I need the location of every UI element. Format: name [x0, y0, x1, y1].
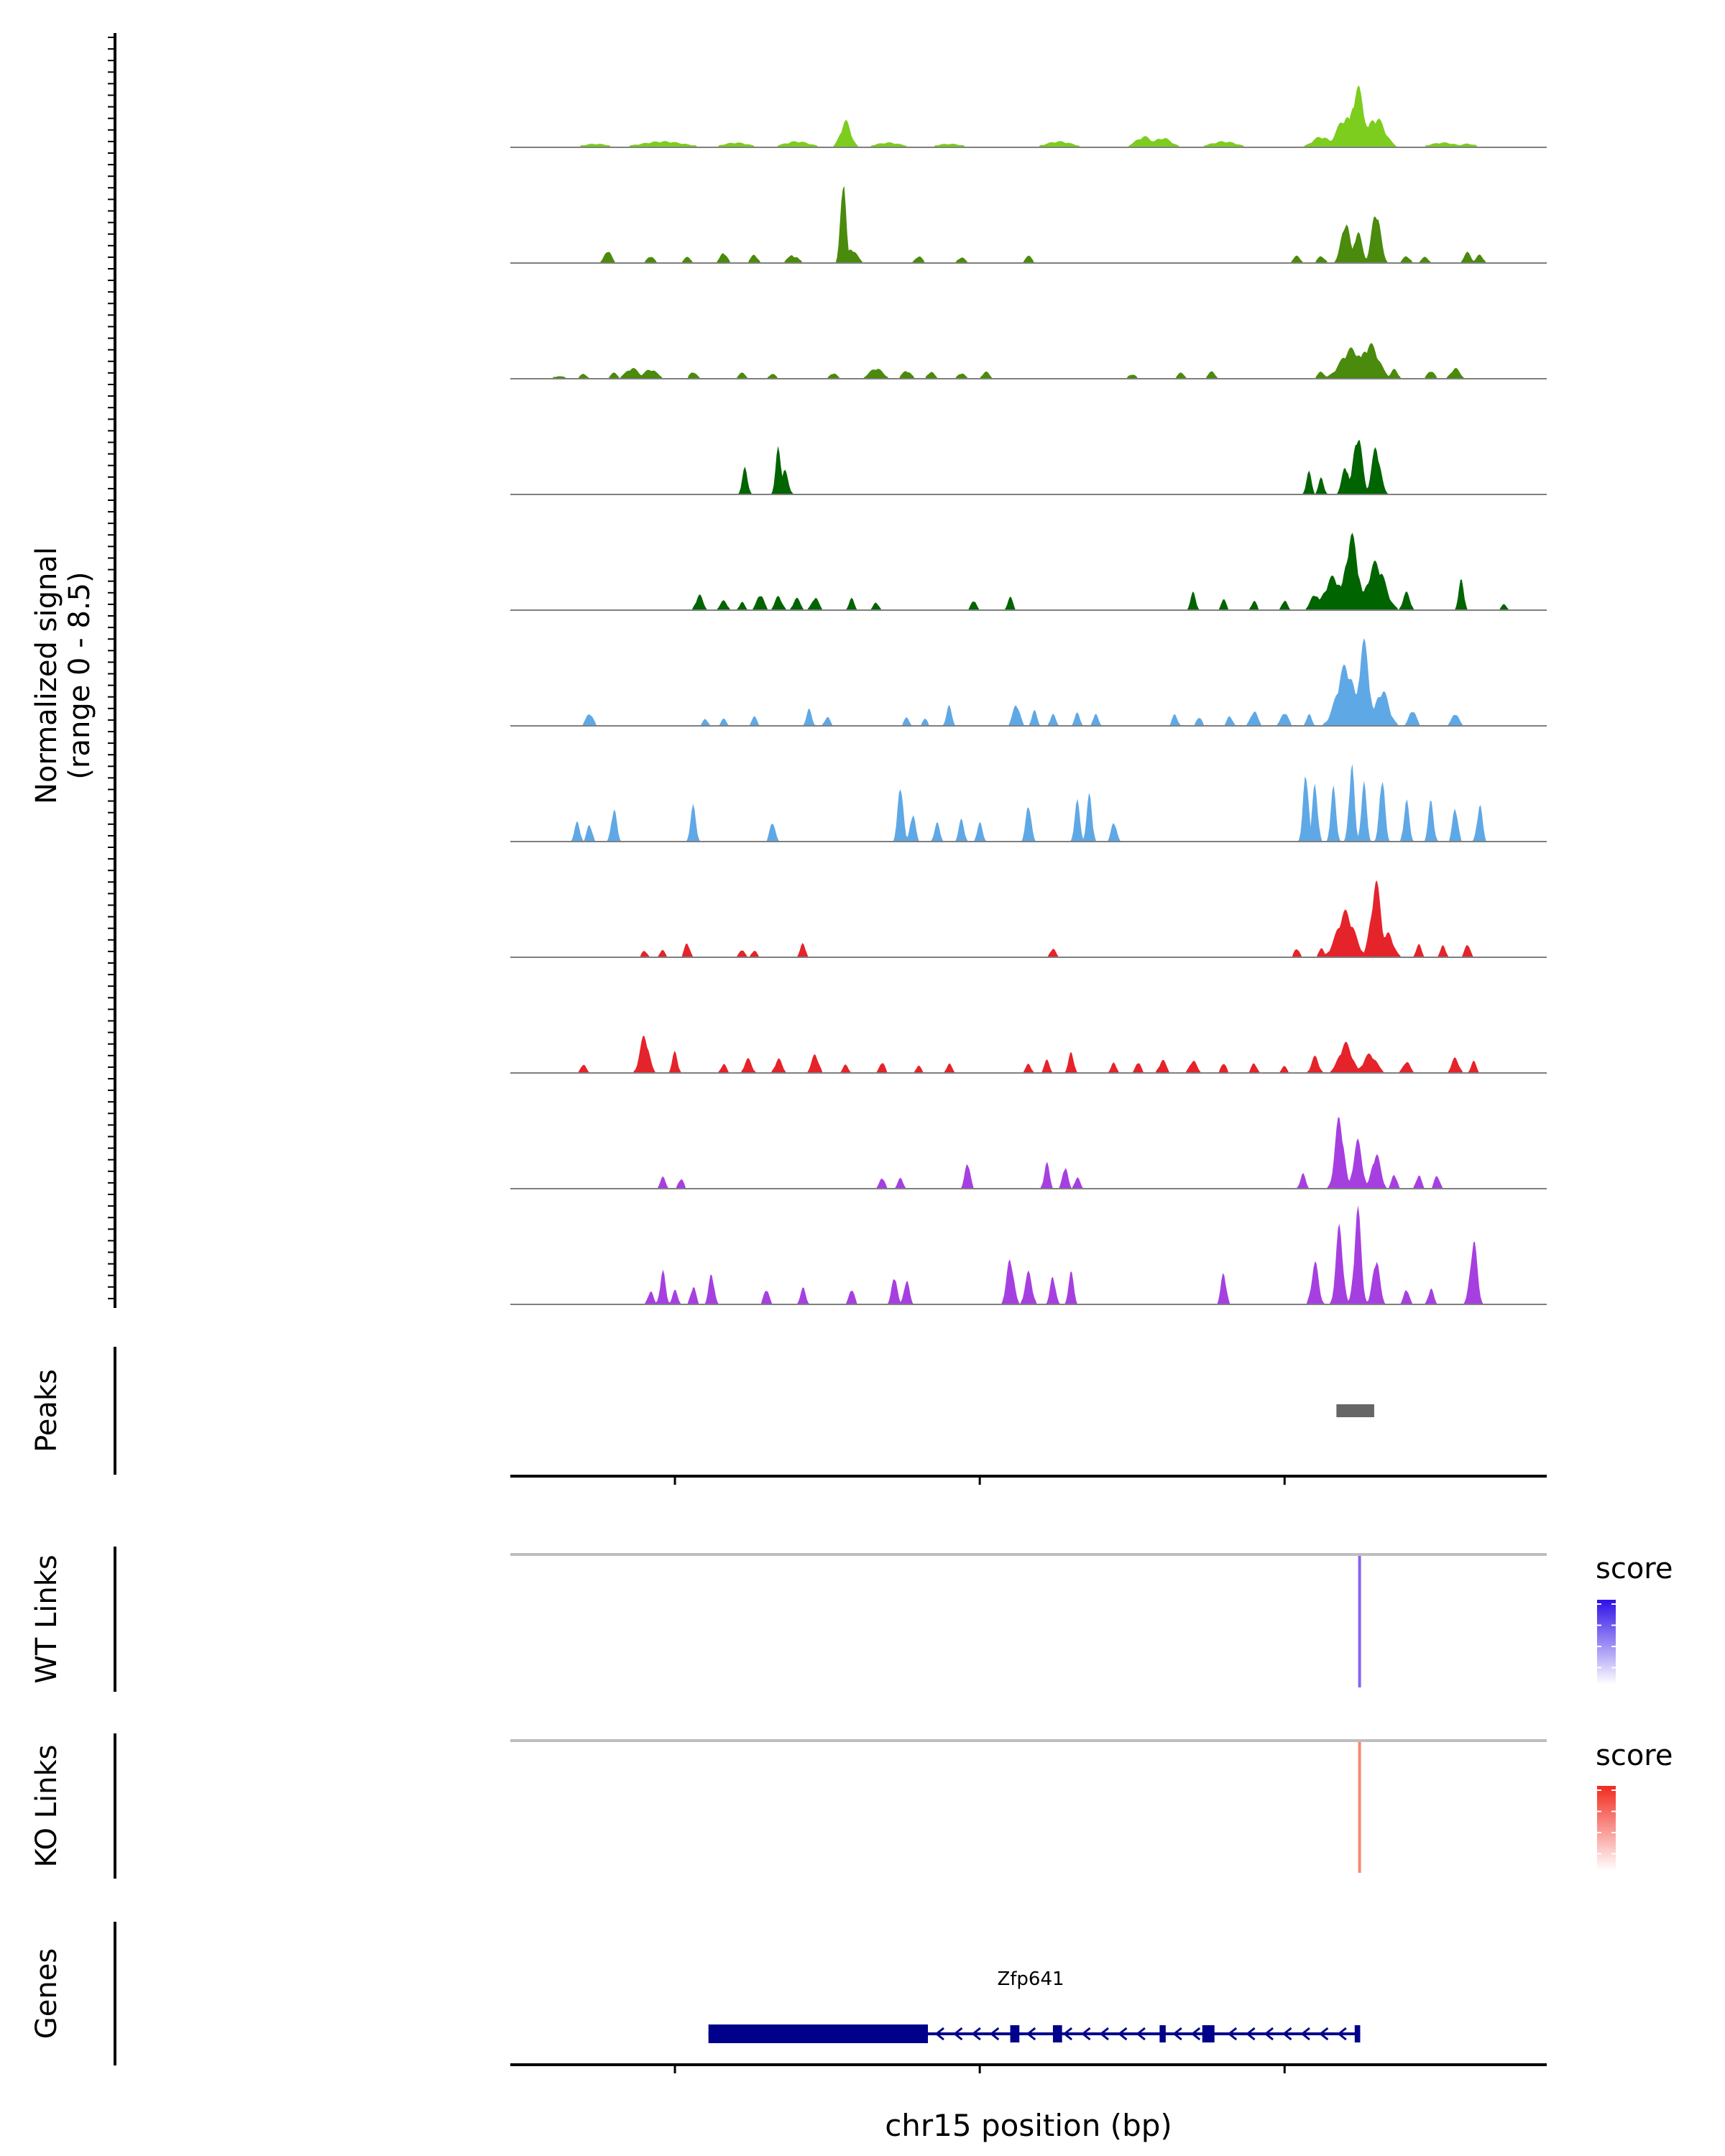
- coverage-y-ticks: [108, 37, 115, 1299]
- wt-legend-title: score: [1596, 1552, 1673, 1585]
- coverage-track-wt-dpp4-papillary: [510, 185, 1547, 264]
- coverage-track-wt-lef1-papillary: [510, 85, 1547, 148]
- coverage-area: [510, 440, 1547, 494]
- peaks-x-ticks: [673, 1476, 1286, 1485]
- gene-exon: [1052, 2025, 1062, 2042]
- peaks-panel: Peaks: [30, 1347, 1547, 1485]
- coverage-track-cko-tagln-papillary: [510, 533, 1547, 611]
- strand-arrow: [1318, 2027, 1329, 2041]
- coverage-track-cko-dlk1-reticular: [510, 1036, 1547, 1074]
- strand-arrow: [1099, 2027, 1109, 2041]
- coverage-area: [510, 1117, 1547, 1189]
- ko-links-legend: score: [1596, 1739, 1673, 1876]
- coverage-area: [510, 85, 1547, 147]
- ko-links-panel: KO Links score: [30, 1733, 1673, 1879]
- strand-arrow: [1062, 2027, 1073, 2041]
- wt-links-legend: score: [1596, 1552, 1673, 1690]
- coverage-area: [510, 185, 1547, 263]
- coverage-tracks: [510, 85, 1547, 1305]
- coverage-track-wt-inhba-dermal-papilla: [510, 637, 1547, 727]
- gene-exon: [1354, 2025, 1361, 2042]
- strand-arrow: [934, 2027, 944, 2041]
- strand-arrow: [1136, 2027, 1146, 2041]
- wt-links-panel: WT Links score: [30, 1547, 1673, 1692]
- genes-label: Genes: [30, 1948, 63, 2039]
- gene-name-label: Zfp641: [997, 1968, 1064, 1990]
- coverage-panel: Normalized signal (range 0 - 8.5): [30, 33, 1547, 1308]
- strand-arrow: [1282, 2027, 1292, 2041]
- coverage-area: [510, 637, 1547, 726]
- strand-arrow: [1081, 2027, 1091, 2041]
- gene-exon: [1202, 2025, 1215, 2042]
- gene-exon: [708, 2024, 929, 2043]
- coverage-area: [510, 763, 1547, 842]
- gene-exon: [1159, 2025, 1166, 2042]
- ko-links-label: KO Links: [30, 1745, 63, 1868]
- coverage-track-cko-inhba-dermal-papilla: [510, 763, 1547, 842]
- strand-arrow: [1172, 2027, 1182, 2041]
- strand-arrow: [1300, 2027, 1310, 2041]
- gene-exon: [1010, 2025, 1020, 2042]
- strand-arrow: [1190, 2027, 1201, 2041]
- strand-arrow: [1227, 2027, 1238, 2041]
- coverage-track-wt-fabp4-pre-adipocytes: [510, 1117, 1547, 1189]
- coverage-ylabel-line1: Normalized signal: [30, 547, 63, 804]
- legend-colorbar: [1597, 1786, 1616, 1871]
- strand-arrow: [953, 2027, 963, 2041]
- strand-arrow: [1264, 2027, 1274, 2041]
- strand-arrow: [1026, 2027, 1036, 2041]
- genes-x-ticks: [673, 2065, 1286, 2073]
- coverage-track-cko-fabp4-pre-adipocytes: [510, 1205, 1547, 1305]
- coverage-area: [510, 343, 1547, 379]
- strand-arrow: [989, 2027, 1000, 2041]
- coverage-ylabel-line2: (range 0 - 8.5): [63, 571, 96, 779]
- strand-arrow: [1337, 2027, 1347, 2041]
- gene-model: [708, 2024, 1361, 2043]
- coverage-area: [510, 533, 1547, 610]
- coverage-track-cko-dpp4-papillary: [510, 343, 1547, 379]
- legend-colorbar: [1597, 1600, 1616, 1685]
- coverage-area: [510, 880, 1547, 957]
- genes-panel: Genes Zfp641 chr15 position (bp): [30, 1922, 1547, 2143]
- coverage-area: [510, 1036, 1547, 1073]
- strand-arrow: [1118, 2027, 1128, 2041]
- strand-arrow: [1246, 2027, 1256, 2041]
- wt-links-label: WT Links: [30, 1554, 63, 1683]
- x-axis-title: chr15 position (bp): [885, 2108, 1172, 2143]
- coverage-track-wt-tagln-papillary: [510, 440, 1547, 495]
- ko-legend-title: score: [1596, 1739, 1673, 1772]
- peak-regions: [1336, 1404, 1374, 1417]
- strand-arrow: [971, 2027, 981, 2041]
- peaks-label: Peaks: [30, 1369, 63, 1452]
- coverage-area: [510, 1205, 1547, 1304]
- peak-region: [1336, 1404, 1374, 1417]
- coverage-track-wt-dlk1-reticular: [510, 880, 1547, 958]
